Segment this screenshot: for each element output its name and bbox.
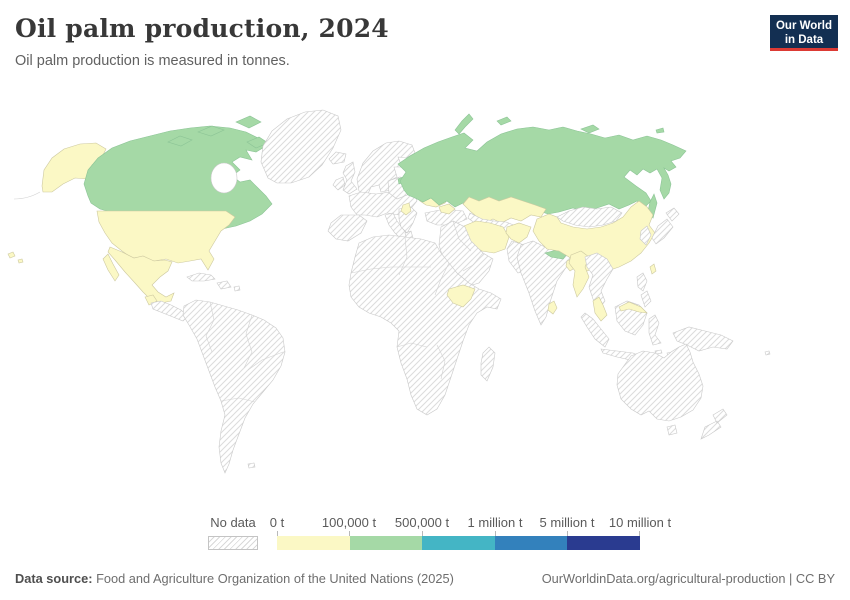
country-mongolia[interactable] xyxy=(556,206,623,228)
africa[interactable] xyxy=(348,234,502,416)
owid-logo[interactable]: Our World in Data xyxy=(770,15,838,51)
country-malaysia-borneo[interactable] xyxy=(618,301,648,314)
legend-no-data-label: No data xyxy=(210,515,256,530)
legend-tick-4: 5 million t xyxy=(539,515,595,530)
country-ethiopia[interactable] xyxy=(446,284,476,308)
legend-tickmark xyxy=(639,531,640,536)
owid-link[interactable]: OurWorldinData.org/agricultural-producti… xyxy=(541,571,835,586)
tasmania-island xyxy=(666,424,678,436)
country-iceland[interactable] xyxy=(328,151,347,165)
country-cuba[interactable] xyxy=(186,272,216,282)
country-madagascar[interactable] xyxy=(480,346,496,382)
country-united-kingdom[interactable] xyxy=(342,161,358,195)
south-america-borders xyxy=(205,301,284,403)
country-korea[interactable] xyxy=(639,225,652,246)
legend-tickmark xyxy=(567,531,568,536)
legend-tickmark xyxy=(422,531,423,536)
legend-bin-4[interactable] xyxy=(567,536,640,550)
russia-arctic-islands[interactable] xyxy=(454,113,665,135)
hudson-bay xyxy=(210,162,238,194)
owid-logo-line1: Our World xyxy=(775,20,832,32)
legend-bin-3[interactable] xyxy=(494,536,568,550)
legend-tick-2: 500,000 t xyxy=(394,515,450,530)
indochina[interactable] xyxy=(584,252,614,310)
country-serbia[interactable] xyxy=(400,202,412,216)
baja-peninsula[interactable] xyxy=(102,253,120,282)
country-azerbaijan[interactable] xyxy=(438,203,456,215)
owid-logo-line2: in Data xyxy=(784,34,824,46)
legend-tickmark xyxy=(277,531,278,536)
chart-footer: Data source: Food and Agriculture Organi… xyxy=(0,564,850,600)
middle-east-borders xyxy=(452,220,484,272)
data-source: Data source: Food and Agriculture Organi… xyxy=(15,571,454,586)
sulawesi-island[interactable] xyxy=(648,314,662,346)
legend-tick-3: 1 million t xyxy=(467,515,523,530)
country-russia[interactable] xyxy=(397,126,687,215)
new-guinea[interactable] xyxy=(672,326,734,352)
legend-bin-2[interactable] xyxy=(422,536,495,550)
south-america[interactable] xyxy=(182,299,286,474)
country-afghanistan[interactable] xyxy=(505,222,532,244)
canada-arctic-islands[interactable] xyxy=(167,115,279,160)
data-source-label: Data source: xyxy=(15,571,93,586)
country-malaysia-peninsular[interactable] xyxy=(592,296,608,322)
aleutian-islands xyxy=(13,191,41,200)
country-sri-lanka[interactable] xyxy=(547,300,558,315)
legend-bin-1[interactable] xyxy=(349,536,423,550)
country-taiwan[interactable] xyxy=(649,263,657,275)
legend-color-bar xyxy=(277,536,640,550)
country-australia[interactable] xyxy=(616,343,704,422)
legend-tick-1: 100,000 t xyxy=(321,515,377,530)
legend-no-data-swatch[interactable] xyxy=(208,536,258,550)
country-greenland[interactable] xyxy=(260,109,342,184)
country-united-states[interactable] xyxy=(96,210,236,271)
africa-borders xyxy=(350,236,450,380)
central-america[interactable] xyxy=(150,300,189,322)
scandinavia[interactable] xyxy=(356,140,416,197)
legend-tickmark xyxy=(349,531,350,536)
country-new-zealand[interactable] xyxy=(700,408,728,440)
data-source-text: Food and Agriculture Organization of the… xyxy=(92,571,454,586)
country-philippines[interactable] xyxy=(636,272,652,308)
chart-subtitle: Oil palm production is measured in tonne… xyxy=(15,53,290,69)
hawaii-islands[interactable] xyxy=(7,251,24,264)
legend-tickmark xyxy=(495,531,496,536)
country-mexico[interactable] xyxy=(107,246,175,304)
legend-bin-0[interactable] xyxy=(277,536,350,550)
country-japan[interactable] xyxy=(651,207,680,245)
country-hispaniola[interactable] xyxy=(216,280,241,292)
legend-tick-0: 0 t xyxy=(269,515,285,530)
country-myanmar[interactable] xyxy=(568,250,590,298)
falkland-islands xyxy=(247,462,256,469)
page-title: Oil palm production, 2024 xyxy=(15,14,389,43)
country-iberia[interactable] xyxy=(327,214,368,242)
fiji-islands xyxy=(764,350,771,356)
country-ireland[interactable] xyxy=(332,176,346,191)
sumatra-island[interactable] xyxy=(580,312,610,348)
legend-tick-5: 10 million t xyxy=(608,515,672,530)
